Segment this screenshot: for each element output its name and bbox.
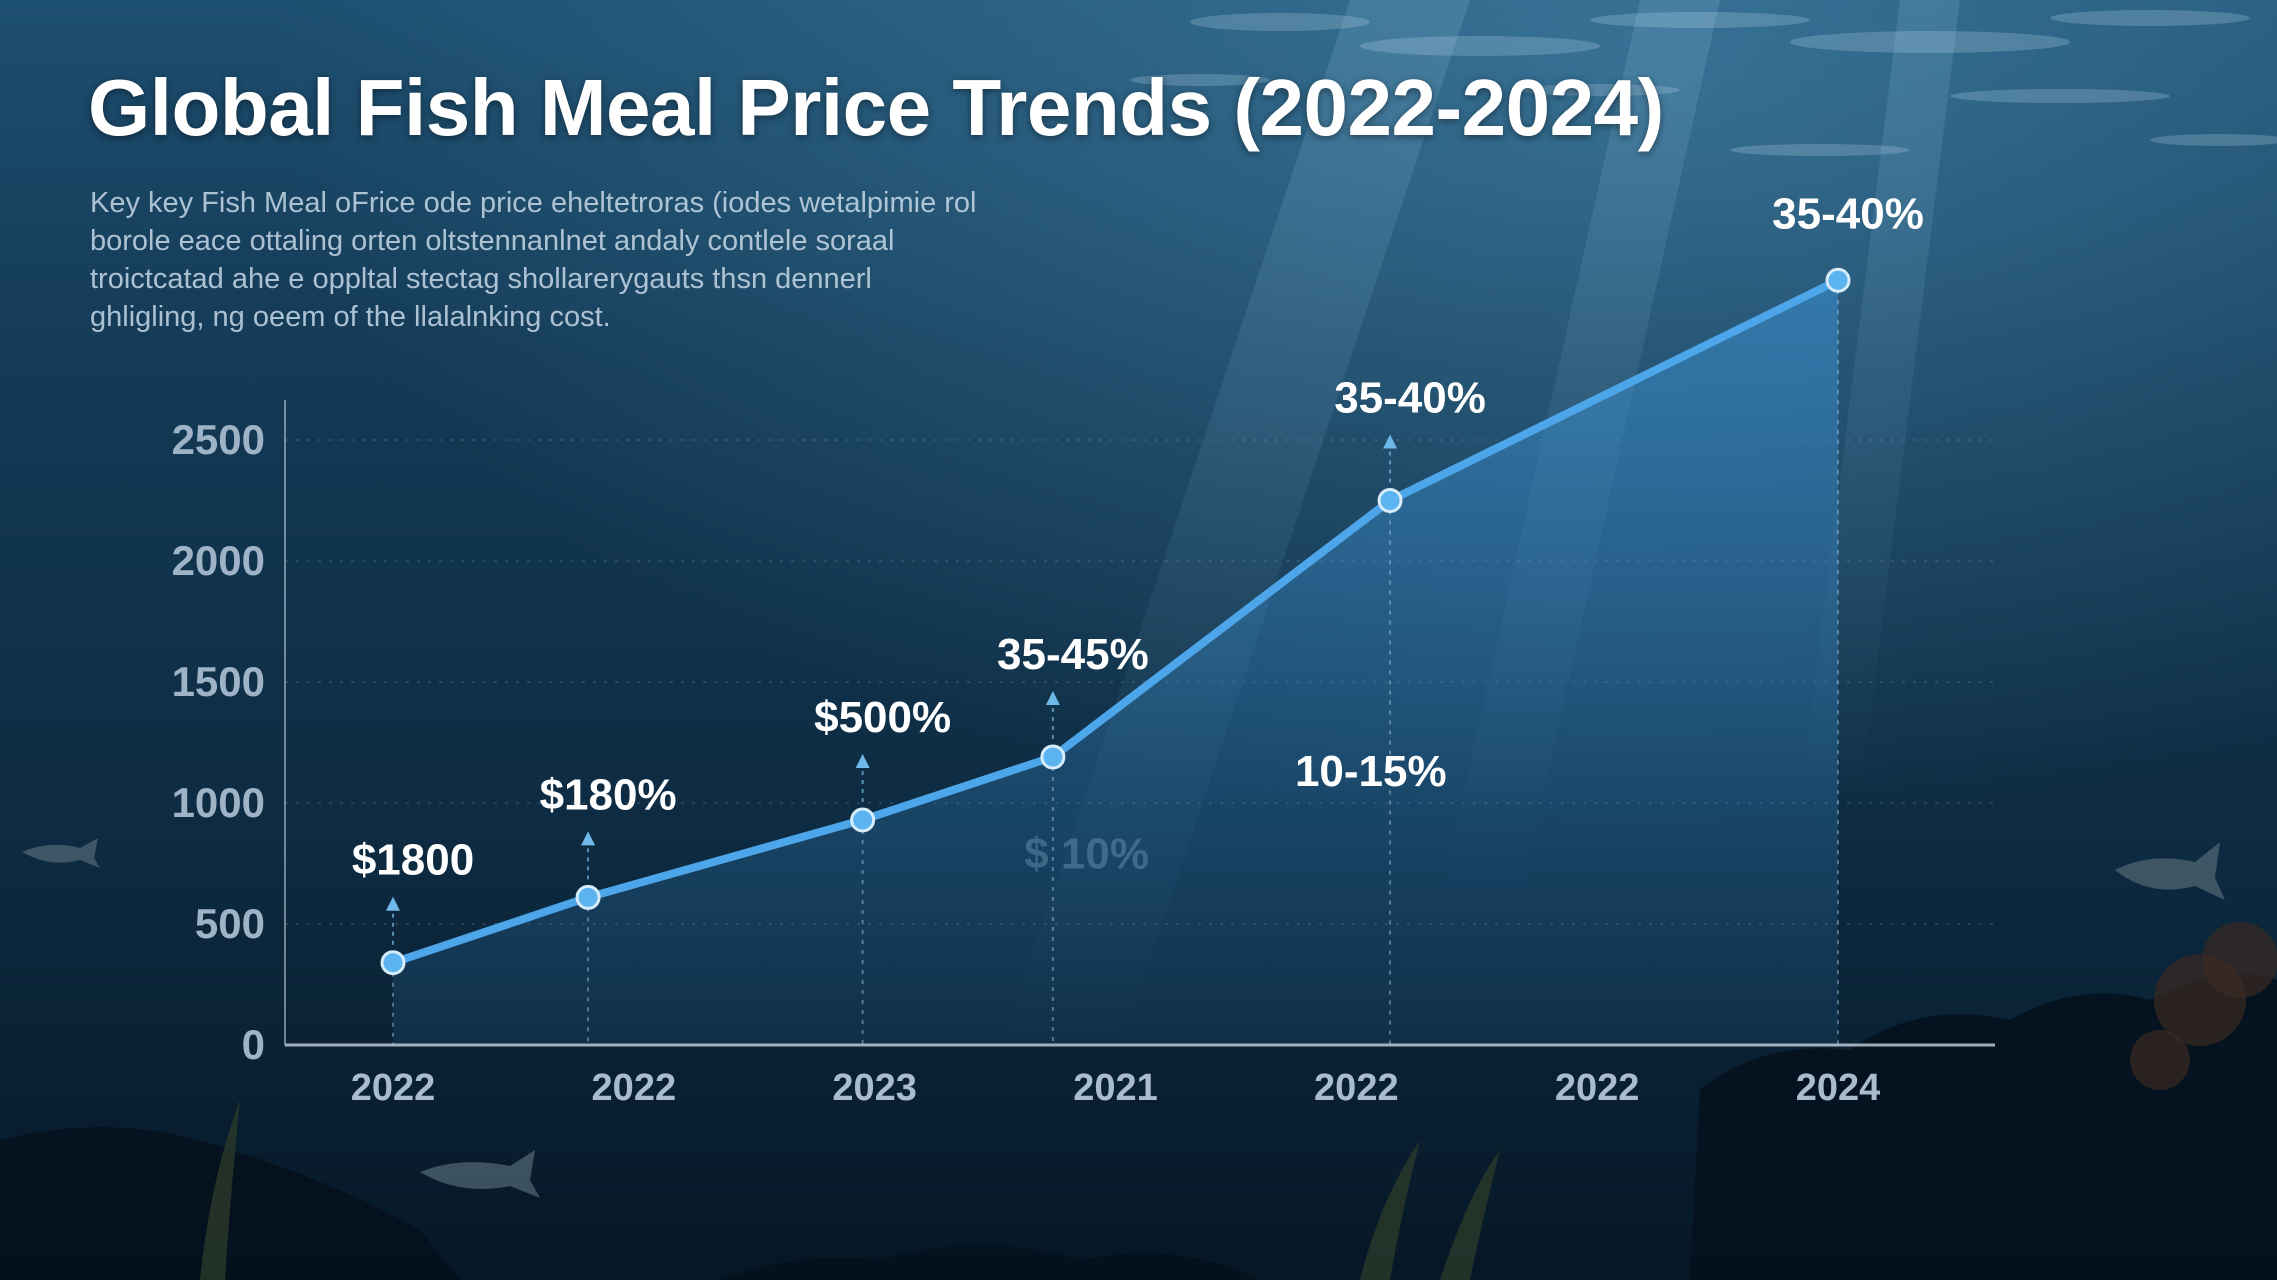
y-tick-label: 2500 [172, 416, 265, 463]
label-arrow-head [1045, 691, 1060, 706]
point-label: $500% [814, 693, 951, 742]
x-tick-label: 2023 [832, 1067, 917, 1109]
data-point [850, 807, 876, 833]
series-line [389, 276, 1842, 967]
faint-annotation: $ 10% [1024, 829, 1149, 878]
label-arrow-head [855, 753, 870, 768]
data-point [575, 884, 601, 910]
point-label: 35-40% [1772, 189, 1924, 238]
label-arrow-head [581, 831, 596, 846]
data-point [380, 950, 406, 976]
point-label: $180% [540, 770, 677, 819]
chart-subtitle: Key key Fish Meal oFrice ode price ehelt… [90, 184, 1090, 336]
data-point [1377, 488, 1403, 513]
subtitle-line: troictcatad ahe e oppltal stectag sholla… [90, 263, 872, 295]
y-tick-label: 2000 [172, 537, 265, 584]
chart-title: Global Fish Meal Price Trends (2022-2024… [88, 63, 1664, 152]
point-label: $1800 [352, 836, 474, 885]
subtitle-line: ghligling, ng oeem of the llalalnking co… [90, 301, 611, 333]
x-tick-label: 2022 [1314, 1067, 1399, 1109]
y-tick-label: 1000 [172, 779, 265, 826]
data-point [1040, 744, 1066, 770]
x-tick-label: 2024 [1796, 1067, 1881, 1109]
y-tick-label: 1500 [172, 658, 265, 705]
subtitle-line: Key key Fish Meal oFrice ode price ehelt… [90, 187, 977, 219]
x-tick-label: 2022 [351, 1067, 436, 1109]
x-tick-label: 2022 [1555, 1067, 1640, 1109]
y-tick-label: 500 [195, 900, 265, 947]
point-label: 35-40% [1334, 374, 1486, 423]
subtitle-line: borole eace ottaling orten oltstennanlne… [90, 225, 895, 257]
annotation-label: 10-15% [1295, 747, 1447, 796]
y-tick-label: 0 [242, 1021, 265, 1068]
x-tick-label: 2021 [1073, 1067, 1158, 1109]
point-label: 35-45% [997, 630, 1149, 679]
label-arrow-head [386, 896, 400, 911]
x-tick-label: 2022 [592, 1067, 677, 1109]
label-arrow-head [1383, 434, 1398, 449]
data-point [1825, 267, 1851, 293]
